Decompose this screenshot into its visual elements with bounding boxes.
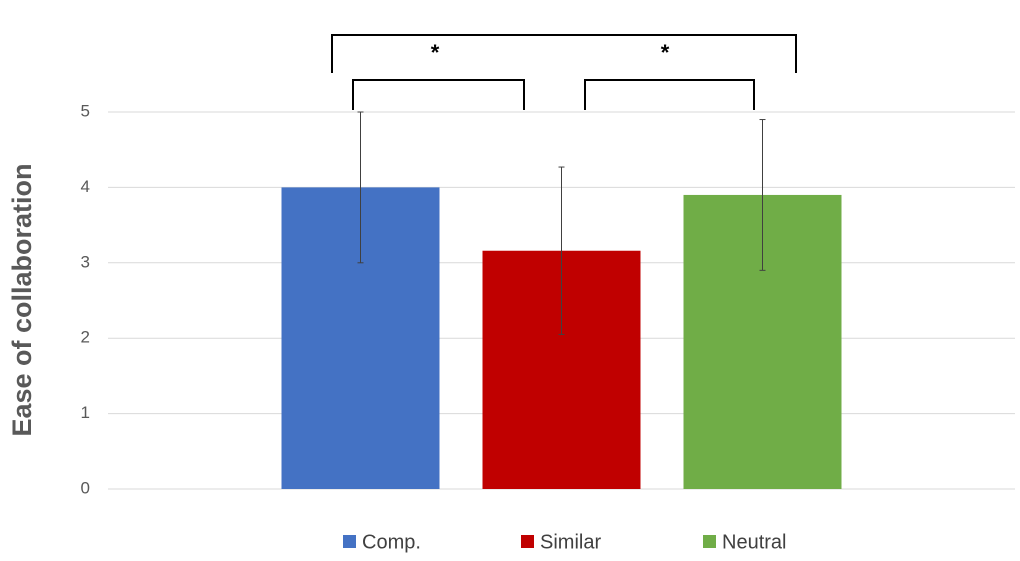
y-tick-label: 2 — [81, 328, 90, 347]
y-tick-label: 1 — [81, 403, 90, 422]
annotation: * — [661, 40, 670, 65]
legend-label: Similar — [540, 531, 601, 553]
bracket — [584, 79, 755, 110]
y-tick-label: 3 — [81, 252, 90, 271]
legend-swatch — [521, 535, 534, 548]
legend-label: Neutral — [722, 531, 786, 553]
bracket — [331, 34, 797, 73]
y-axis-label: Ease of collaboration — [7, 163, 37, 436]
legend-swatch — [343, 535, 356, 548]
bracket — [352, 79, 525, 110]
legend-swatch — [703, 535, 716, 548]
legend-label: Comp. — [362, 531, 421, 553]
y-tick-label: 0 — [81, 478, 90, 497]
annotation: * — [431, 40, 440, 65]
y-tick-label: 5 — [81, 101, 90, 120]
y-tick-label: 4 — [81, 177, 90, 196]
